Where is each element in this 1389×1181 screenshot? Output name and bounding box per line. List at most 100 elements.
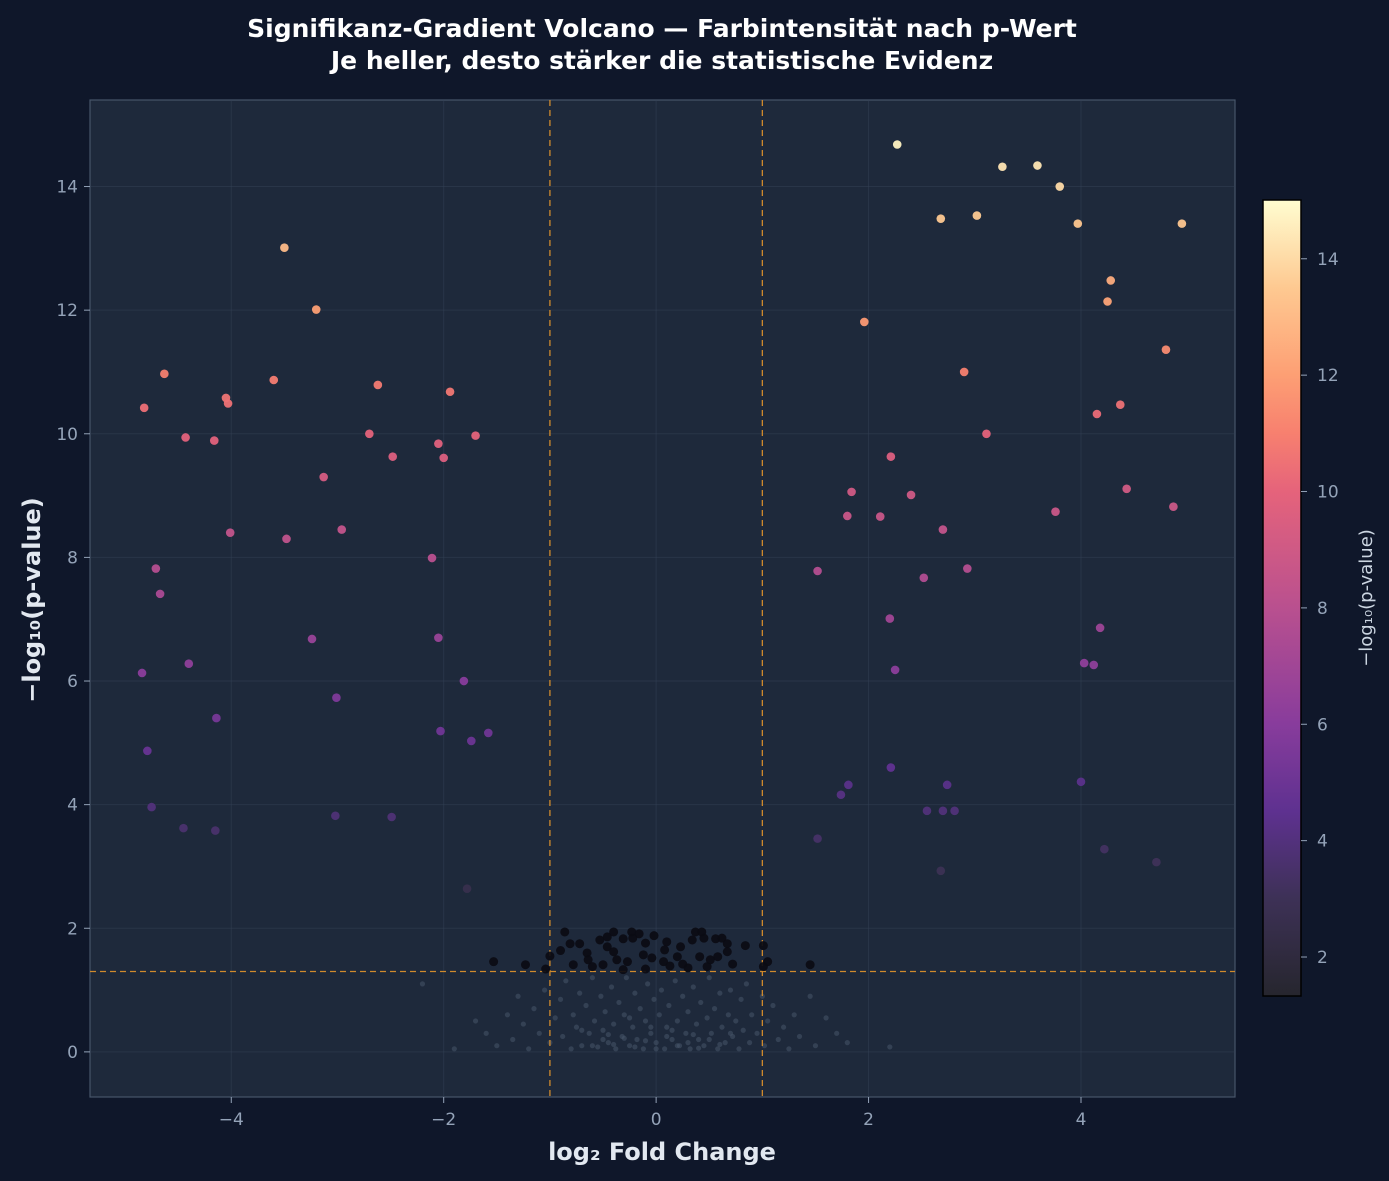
colorbar-ticks: 2 4 6 8 10 12 14 [1301,250,1339,968]
not-significant-point [708,1030,714,1036]
not-significant-point [589,975,595,981]
significant-point [137,668,147,678]
significant-point [319,472,328,482]
significant-point [938,525,948,534]
not-significant-point [807,993,813,999]
not-significant-point [812,1043,819,1049]
not-significant-point [761,1043,768,1049]
near-threshold-point [641,964,651,974]
near-threshold-point [758,962,768,972]
significant-point [942,780,952,790]
not-significant-point [690,984,696,990]
near-threshold-point [628,933,638,943]
significant-point [147,802,156,812]
not-significant-point [591,1018,598,1024]
not-significant-point [754,1030,760,1036]
threshold-lines [90,100,1235,1097]
not-significant-point [651,996,657,1002]
not-significant-point [715,1046,721,1052]
near-threshold-point [722,947,732,957]
not-significant-point [666,1002,672,1009]
near-threshold-point [575,939,585,949]
significant-point [1073,219,1083,228]
significant-point [1122,484,1131,494]
significant-point [936,214,946,223]
significant-point [963,564,972,573]
significant-point [388,452,398,461]
plot-area [89,99,1236,1098]
not-significant-point [602,1009,608,1015]
not-significant-point [531,1006,537,1012]
significant-point [843,511,852,521]
not-significant-point [725,1012,731,1018]
significant-point [1095,623,1105,633]
significant-point [1092,409,1102,419]
near-threshold-point [678,959,688,969]
significant-point [209,436,219,445]
not-significant-point [834,1030,840,1036]
not-significant-point [600,1036,606,1043]
significant-point [1115,400,1125,410]
not-significant-point [717,990,723,996]
near-threshold-point [489,957,499,967]
not-significant-point [573,1024,580,1030]
significant-point [890,665,900,675]
significant-point [813,566,822,576]
not-significant-point [577,990,583,996]
significant-point [1051,507,1060,516]
not-significant-point [504,1012,511,1018]
near-threshold-point [805,960,815,970]
significant-point [434,633,443,643]
not-significant-point [662,1046,668,1052]
near-threshold-point [722,939,732,949]
near-threshold-point [758,941,768,951]
not-significant-point [685,1009,691,1015]
near-threshold-point [602,932,612,942]
significant-point [484,728,493,738]
not-significant-point [791,1012,797,1018]
not-significant-point [595,1044,601,1050]
not-significant-point [780,1024,787,1030]
not-significant-point [738,996,744,1002]
not-significant-point [632,1044,638,1050]
not-significant-point [621,1012,627,1018]
not-significant-point [823,1015,829,1021]
grid [90,100,1235,1097]
significant-points [137,140,1187,893]
significant-point [436,726,445,736]
x-tick-label: 2 [863,1110,874,1130]
not-significant-point [717,1041,723,1048]
not-significant-point [664,1033,670,1040]
not-significant-point [472,1018,479,1024]
significant-point [847,487,856,497]
not-significant-point [648,1024,654,1030]
significant-point [434,439,443,448]
x-tick-label: −4 [219,1110,244,1130]
x-tick-label: 4 [1076,1110,1087,1130]
near-threshold-point [609,947,619,957]
not-significant-point [775,1036,781,1043]
colorbar [1262,199,1302,997]
near-threshold-point [717,933,727,943]
significant-point [906,490,916,500]
significant-point [922,806,932,816]
near-threshold-point [582,948,592,958]
near-threshold-point [662,937,672,947]
not-significant-point [605,1040,611,1046]
significant-point [844,780,853,790]
y-axis-ticks: 0 2 4 6 8 10 12 14 [56,178,90,1063]
not-significant-point [642,1038,649,1044]
significant-point [1089,660,1099,670]
not-significant-point [598,993,604,999]
y-tick-label: 10 [56,425,78,445]
near-threshold-point [541,964,551,974]
colorbar-tick-label: 4 [1317,832,1328,852]
not-significant-point [630,1024,636,1030]
significant-point [332,693,341,703]
significant-point [813,834,822,843]
not-significant-point [552,1015,558,1021]
near-threshold-point [622,957,632,967]
colorbar-tick-label: 2 [1317,948,1328,968]
not-significant-point [887,1044,893,1050]
significant-point [860,317,869,327]
